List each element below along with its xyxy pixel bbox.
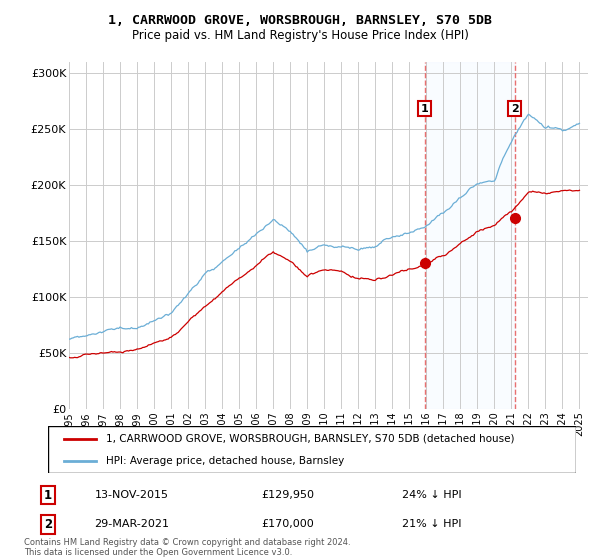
Bar xyxy=(425,62,515,409)
Text: 21% ↓ HPI: 21% ↓ HPI xyxy=(402,519,462,529)
Text: Price paid vs. HM Land Registry's House Price Index (HPI): Price paid vs. HM Land Registry's House … xyxy=(131,29,469,42)
Text: 13-NOV-2015: 13-NOV-2015 xyxy=(95,490,169,500)
Text: 2: 2 xyxy=(44,517,52,531)
FancyBboxPatch shape xyxy=(48,426,576,473)
Text: 1: 1 xyxy=(44,488,52,502)
Text: £170,000: £170,000 xyxy=(262,519,314,529)
Text: 29-MAR-2021: 29-MAR-2021 xyxy=(95,519,170,529)
Text: 24% ↓ HPI: 24% ↓ HPI xyxy=(402,490,462,500)
Text: 1, CARRWOOD GROVE, WORSBROUGH, BARNSLEY, S70 5DB: 1, CARRWOOD GROVE, WORSBROUGH, BARNSLEY,… xyxy=(108,14,492,27)
Text: Contains HM Land Registry data © Crown copyright and database right 2024.
This d: Contains HM Land Registry data © Crown c… xyxy=(24,538,350,557)
Text: HPI: Average price, detached house, Barnsley: HPI: Average price, detached house, Barn… xyxy=(106,456,344,466)
Text: 2: 2 xyxy=(511,104,519,114)
Text: 1, CARRWOOD GROVE, WORSBROUGH, BARNSLEY, S70 5DB (detached house): 1, CARRWOOD GROVE, WORSBROUGH, BARNSLEY,… xyxy=(106,434,515,444)
Text: £129,950: £129,950 xyxy=(262,490,314,500)
Text: 1: 1 xyxy=(421,104,428,114)
